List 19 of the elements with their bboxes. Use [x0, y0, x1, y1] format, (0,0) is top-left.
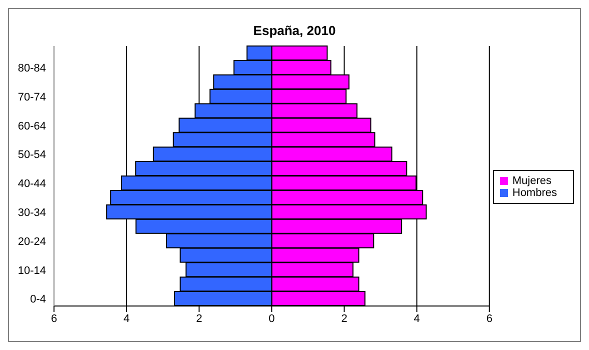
y-tick-label: 40-44: [18, 178, 46, 190]
legend-label: Hombres: [512, 187, 557, 199]
y-tick-label: 30-34: [18, 207, 46, 220]
x-tick-label: 2: [196, 312, 202, 325]
y-tick-label: 70-74: [18, 91, 46, 104]
y-tick-label: 0-4: [30, 294, 46, 306]
x-tick-label: 6: [50, 312, 58, 325]
legend-label: Mujeres: [512, 175, 552, 187]
y-tick-label: 10-14: [18, 264, 46, 277]
x-tick-label: 0: [268, 312, 275, 325]
y-tick-label: 60-64: [18, 120, 46, 132]
y-tick-label: 80-84: [18, 62, 46, 75]
x-tick-label: 2: [341, 312, 348, 325]
y-tick-label: 50-54: [18, 149, 46, 162]
x-tick-label: 6: [486, 312, 492, 325]
x-tick-label: 4: [124, 312, 130, 325]
x-tick-label: 4: [414, 312, 420, 325]
y-tick-label: 20-24: [18, 236, 46, 248]
chart-title: España, 2010: [252, 23, 337, 38]
